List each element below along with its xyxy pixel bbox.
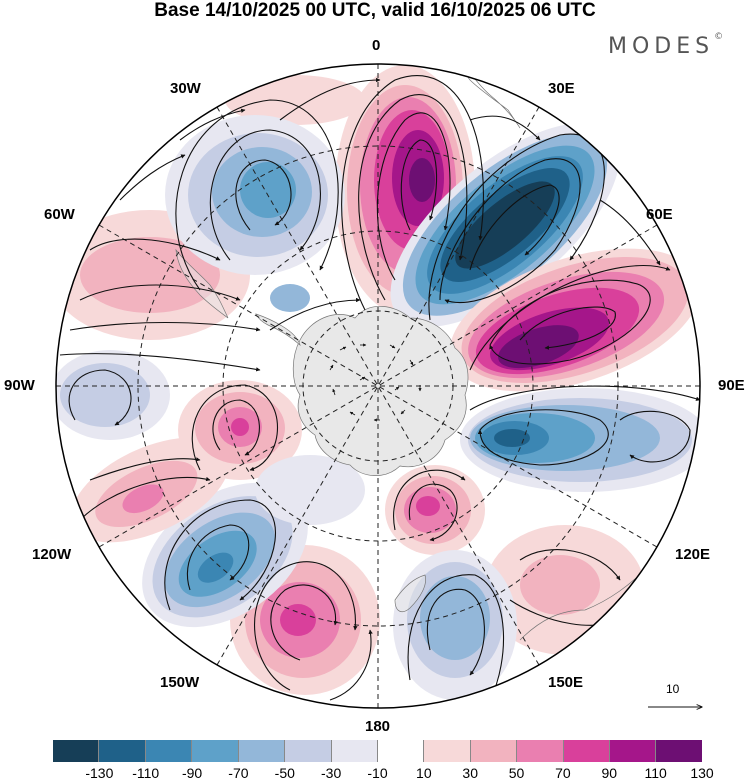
anomaly-neg-90w — [56, 350, 170, 440]
lon-label-120w: 120W — [32, 546, 72, 563]
reference-vector: 10 — [646, 680, 706, 720]
anomaly-pos-35w-coast — [225, 75, 365, 125]
lon-label-60e: 60E — [646, 206, 673, 223]
colorbar-tick-label: 10 — [416, 765, 432, 781]
colorbar-ticks: -130 -110 -90 -70 -50 -30 -10 10 30 50 70 90 110 130 — [53, 765, 713, 783]
graticule — [56, 64, 700, 708]
lon-label-150e: 150E — [548, 674, 584, 691]
colorbar-bin — [99, 740, 146, 762]
colorbar-tick-label: 30 — [462, 765, 478, 781]
lon-label-90e: 90E — [718, 377, 745, 394]
colorbar-bin — [377, 740, 425, 762]
lon-label-60w: 60W — [44, 206, 75, 223]
colorbar-bin — [285, 740, 332, 762]
new-zealand — [394, 574, 426, 613]
lon-label-30e: 30E — [548, 80, 575, 97]
brand-name: MODES — [608, 34, 715, 59]
colorbar-bin — [563, 740, 611, 762]
colorbar-tick-label: -30 — [321, 765, 342, 781]
colorbar-bin — [331, 740, 378, 762]
chart-title: Base 14/10/2025 00 UTC, valid 16/10/2025… — [154, 0, 596, 21]
colorbar-tick-label: -70 — [228, 765, 249, 781]
lon-label-120e: 120E — [675, 546, 711, 563]
colorbar-tick-label: 130 — [690, 765, 714, 781]
colorbar-tick-label: 70 — [555, 765, 571, 781]
lon-label-90w: 90W — [4, 377, 35, 394]
colorbar-bin — [610, 740, 657, 762]
colorbar-tick-label: -130 — [85, 765, 114, 781]
colorbar-tick-label: -10 — [367, 765, 388, 781]
modes-logo: MODES© — [608, 32, 724, 59]
reference-arrow-icon — [648, 680, 706, 720]
colorbar-bin — [517, 740, 564, 762]
colorbar — [53, 740, 702, 762]
anomaly-pos-75e — [449, 248, 700, 392]
colorbar-bin — [53, 740, 100, 762]
polar-wind-arrows — [329, 343, 422, 422]
colorbar-tick-label: -50 — [274, 765, 295, 781]
lon-label-150w: 150W — [160, 674, 200, 691]
anomaly-neg-30w — [165, 115, 345, 275]
anomaly-neg-45w-small — [270, 284, 310, 312]
colorbar-tick-label: 90 — [601, 765, 618, 781]
anomaly-fields — [56, 65, 700, 700]
polar-map — [55, 63, 701, 709]
copyright-mark: © — [714, 32, 724, 42]
anomaly-pos-135e — [385, 465, 485, 555]
colorbar-bin — [145, 740, 193, 762]
colorbar-bin — [470, 740, 518, 762]
colorbar-tick-label: 50 — [508, 765, 525, 781]
reference-vector-label: 10 — [666, 682, 680, 696]
map-border — [55, 63, 701, 709]
colorbar-bin — [656, 740, 702, 762]
wind-streamlines — [59, 75, 700, 701]
colorbar-tick-label: -110 — [132, 765, 160, 781]
anomaly-pos-110w — [70, 437, 230, 543]
anomaly-neg-35e — [390, 123, 620, 327]
colorbar-bin — [424, 740, 471, 762]
lon-label-30w: 30W — [170, 80, 201, 97]
colorbar-bin — [238, 740, 286, 762]
lon-label-0: 0 — [372, 37, 381, 54]
anomaly-neg-100e — [460, 388, 700, 492]
colorbar-tick-label: 110 — [644, 765, 667, 781]
colorbar-tick-label: -90 — [181, 765, 203, 781]
colorbar-bin — [192, 740, 239, 762]
lon-label-180: 180 — [365, 718, 391, 735]
